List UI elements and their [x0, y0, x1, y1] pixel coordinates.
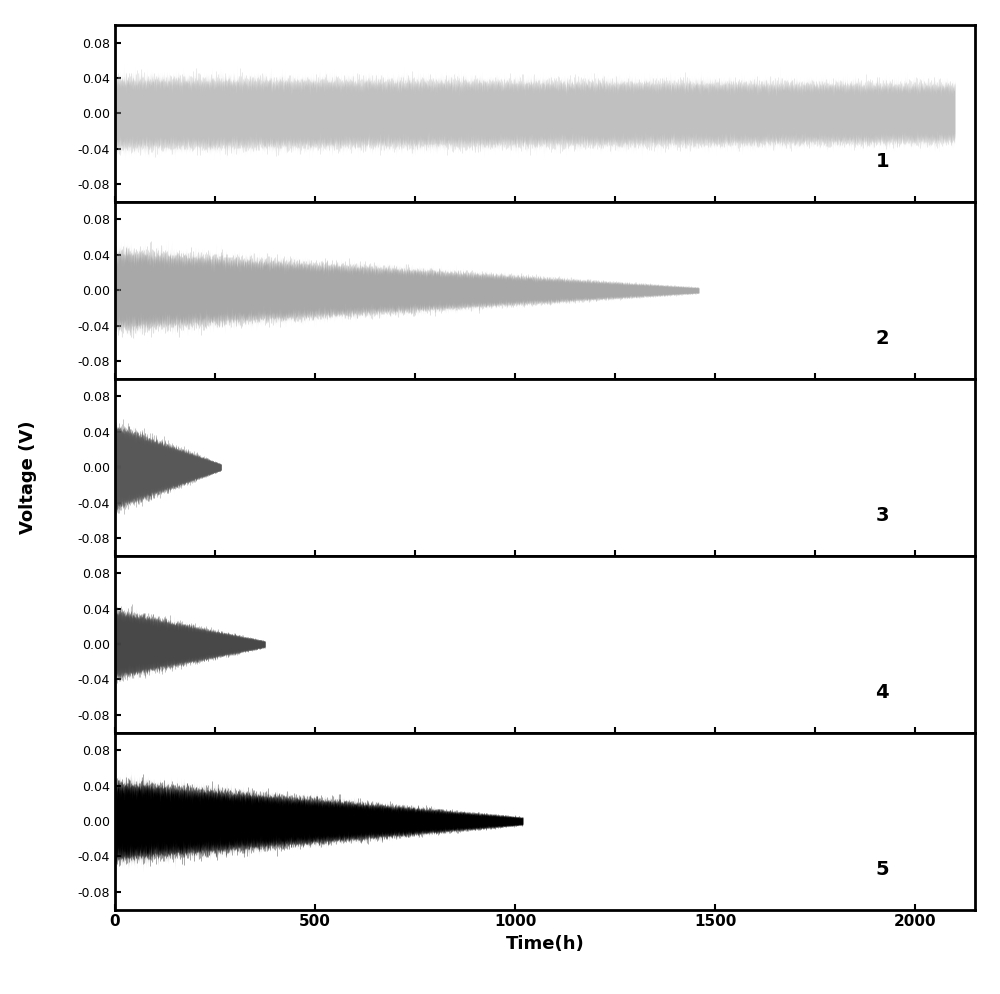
- Text: 5: 5: [875, 860, 889, 879]
- Text: Voltage (V): Voltage (V): [19, 420, 37, 534]
- Text: 1: 1: [875, 152, 889, 171]
- Text: 4: 4: [875, 683, 889, 702]
- Text: 2: 2: [875, 329, 889, 348]
- X-axis label: Time(h): Time(h): [506, 935, 584, 953]
- Text: 3: 3: [876, 506, 889, 525]
